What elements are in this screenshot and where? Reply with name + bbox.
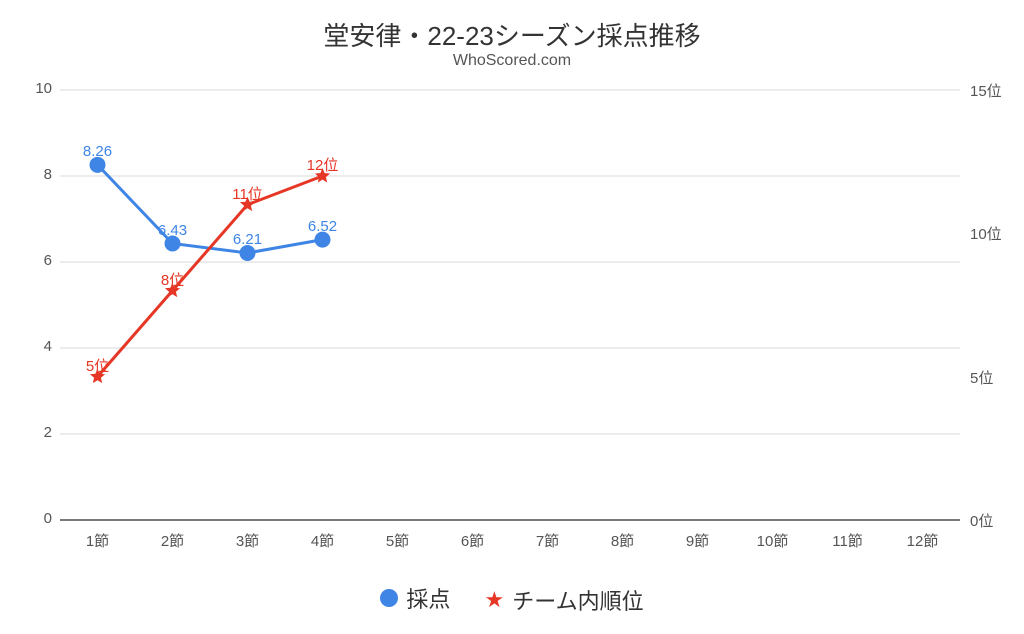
- x-tick: 10節: [757, 530, 789, 551]
- legend-item-score: 採点: [380, 582, 450, 614]
- y-left-tick: 4: [16, 338, 52, 355]
- x-tick: 9節: [686, 530, 709, 551]
- x-tick: 2節: [161, 530, 184, 551]
- legend-label-rank: チーム内順位: [512, 584, 643, 616]
- x-tick: 8節: [611, 530, 634, 551]
- y-right-tick: 0位: [970, 510, 1016, 531]
- star-icon: ★: [485, 589, 505, 611]
- y-left-tick: 10: [16, 80, 52, 97]
- x-tick: 1節: [86, 530, 109, 551]
- x-tick: 6節: [461, 530, 484, 551]
- x-tick: 5節: [386, 530, 409, 551]
- y-right-tick: 10位: [970, 223, 1016, 244]
- y-left-tick: 6: [16, 252, 52, 269]
- plot-area: [60, 90, 960, 520]
- x-tick: 3節: [236, 530, 259, 551]
- y-left-tick: 8: [16, 166, 52, 183]
- x-tick: 7節: [536, 530, 559, 551]
- x-tick: 11節: [832, 530, 863, 551]
- plot-svg: [60, 90, 960, 520]
- rank-label: 5位: [86, 355, 109, 376]
- chart-container: 堂安律・22-23シーズン採点推移 WhoScored.com 採点 ★ チーム…: [0, 0, 1024, 634]
- y-right-tick: 15位: [970, 80, 1016, 101]
- rank-label: 11位: [232, 183, 263, 204]
- x-tick: 4節: [311, 530, 334, 551]
- score-label: 6.43: [158, 222, 187, 239]
- legend: 採点 ★ チーム内順位: [0, 582, 1024, 616]
- rank-label: 8位: [161, 269, 184, 290]
- circle-icon: [380, 589, 398, 607]
- x-tick: 12節: [907, 530, 939, 551]
- legend-item-rank: ★ チーム内順位: [485, 584, 644, 616]
- score-label: 8.26: [83, 143, 112, 160]
- y-left-tick: 0: [16, 510, 52, 527]
- chart-title: 堂安律・22-23シーズン採点推移: [0, 16, 1024, 53]
- chart-subtitle: WhoScored.com: [0, 52, 1024, 70]
- y-right-tick: 5位: [970, 367, 1016, 388]
- legend-label-score: 採点: [406, 582, 450, 614]
- score-label: 6.21: [233, 231, 262, 248]
- y-left-tick: 2: [16, 424, 52, 441]
- rank-label: 12位: [307, 154, 339, 175]
- score-label: 6.52: [308, 218, 337, 235]
